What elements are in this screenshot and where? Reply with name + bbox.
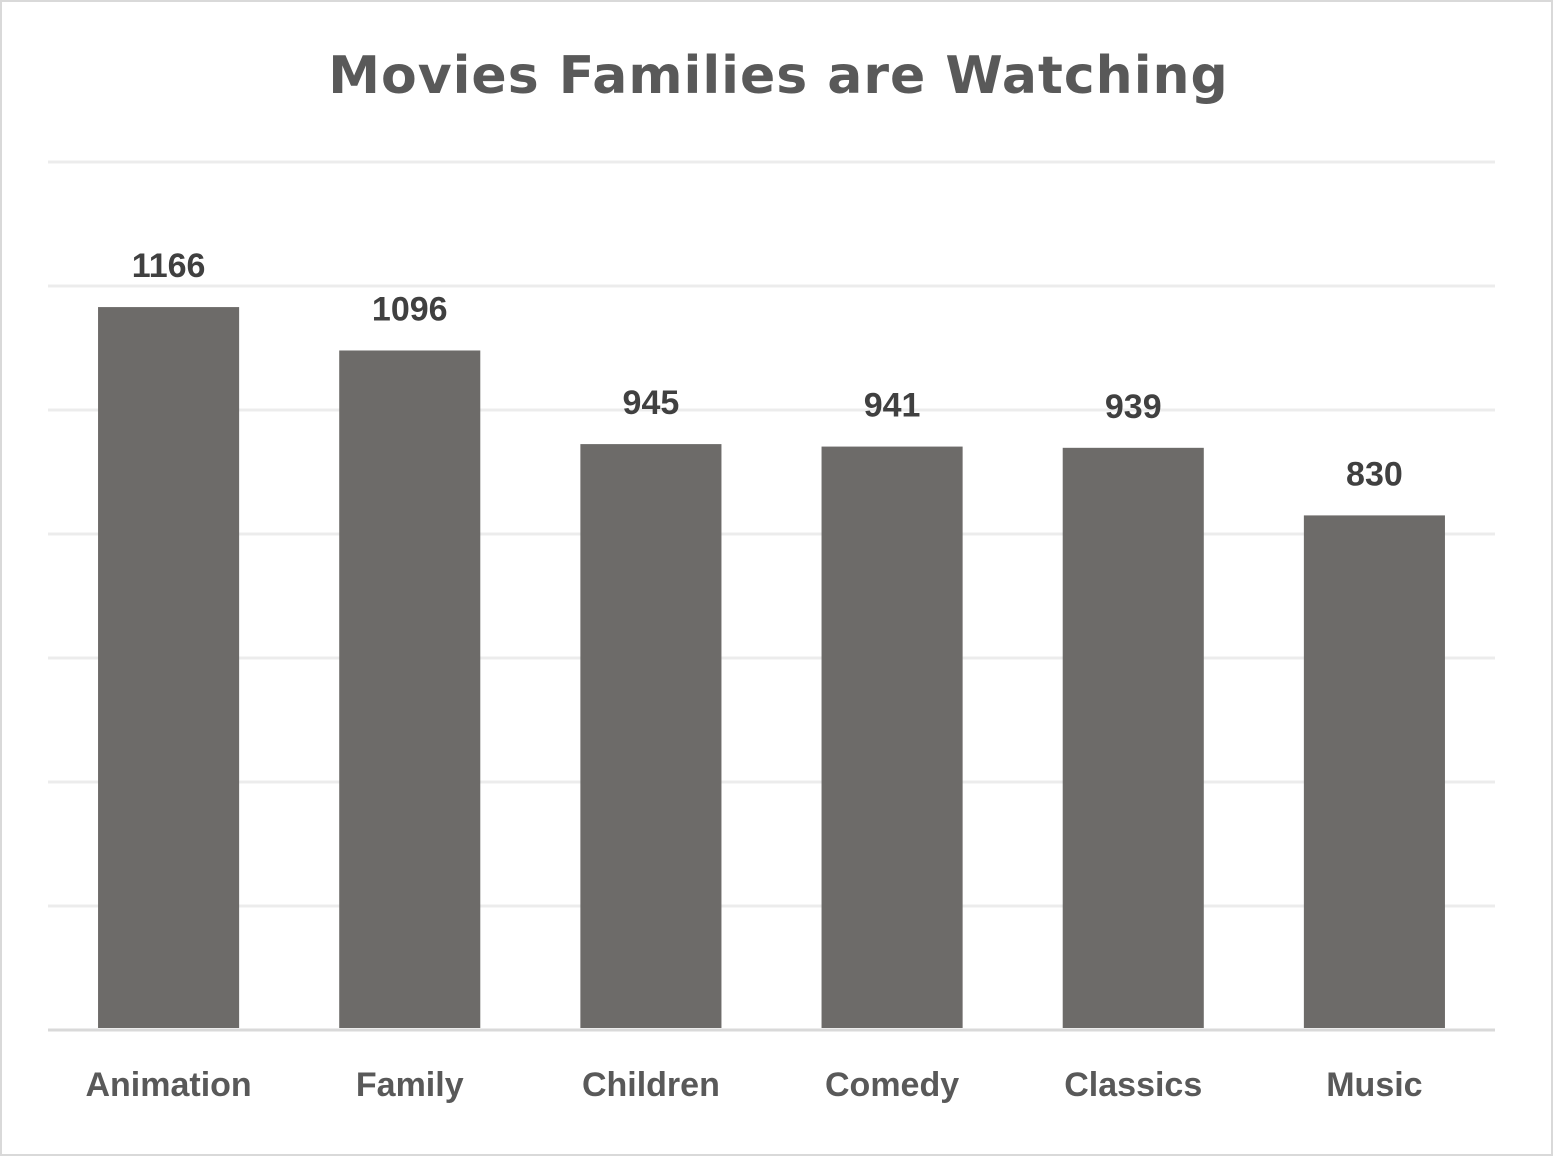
category-label-classics: Classics [1064, 1066, 1202, 1104]
data-labels: 1166 1096 945 941 939 830 [132, 247, 1403, 493]
data-label-children: 945 [623, 384, 680, 422]
bar-children [580, 444, 722, 1029]
category-label-animation: Animation [85, 1066, 251, 1104]
category-labels: Animation Family Children Comedy Classics Mus… [85, 1066, 1422, 1104]
data-label-animation: 1166 [132, 247, 206, 285]
data-label-family: 1096 [372, 290, 448, 328]
data-label-comedy: 941 [864, 387, 921, 425]
bar-family [339, 350, 481, 1029]
category-label-music: Music [1326, 1066, 1422, 1104]
category-label-family: Family [356, 1066, 464, 1104]
gridlines [48, 160, 1495, 1032]
data-label-classics: 939 [1105, 388, 1162, 426]
bar-classics [1062, 447, 1204, 1028]
bar-comedy [821, 446, 963, 1029]
category-label-comedy: Comedy [825, 1066, 959, 1104]
chart-title: Movies Families are Watching [328, 46, 1229, 106]
category-label-children: Children [582, 1066, 720, 1104]
bars [98, 307, 1445, 1029]
bar-music [1303, 515, 1445, 1028]
bar-animation [98, 307, 240, 1029]
data-label-music: 830 [1346, 455, 1403, 493]
